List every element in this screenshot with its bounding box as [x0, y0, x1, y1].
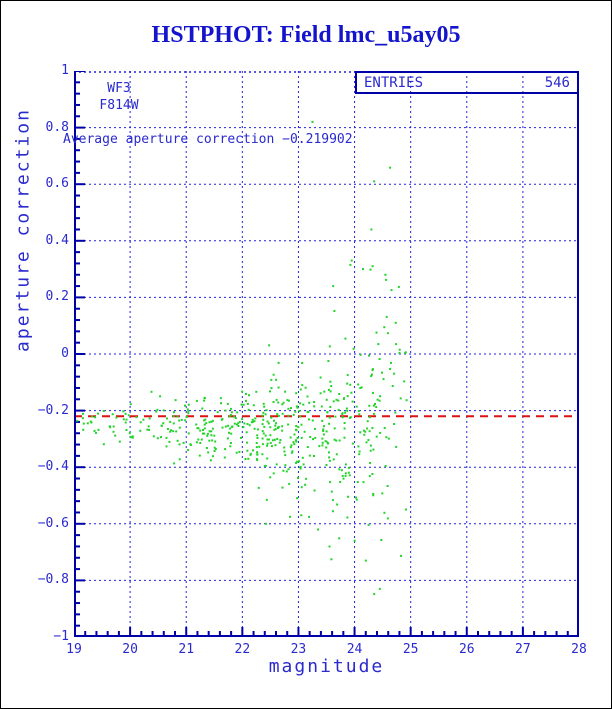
x-tick-label: 25 — [402, 642, 419, 657]
x-tick-label: 20 — [122, 642, 138, 657]
y-tick-label: −0.4 — [37, 459, 69, 475]
page-title: HSTPHOT: Field lmc_u5ay05 — [151, 22, 461, 48]
x-tick-label: 28 — [571, 642, 587, 657]
x-tick-label: 26 — [458, 642, 475, 657]
entries-box: ENTRIES 546 — [355, 71, 579, 94]
filter-label: F814W — [99, 98, 139, 113]
average-correction-annotation: Average aperture correction −0.219902 — [63, 132, 353, 147]
y-tick-label: −0.6 — [37, 515, 69, 531]
y-tick-label: −1 — [53, 629, 69, 644]
y-tick-label: −0.8 — [37, 572, 69, 588]
entries-value: 546 — [544, 74, 570, 91]
plot-area — [74, 71, 579, 637]
y-tick-label: 1 — [61, 63, 69, 78]
y-tick-label: −0.2 — [37, 402, 69, 418]
scatter-plot-canvas — [74, 71, 579, 637]
x-tick-label: 19 — [66, 642, 82, 657]
scatter-points — [76, 120, 408, 596]
x-tick-label: 23 — [290, 642, 307, 657]
x-tick-label: 24 — [346, 642, 363, 657]
x-axis-title: magnitude — [268, 656, 385, 677]
entries-label: ENTRIES — [364, 74, 424, 91]
x-tick-label: 22 — [234, 642, 251, 657]
x-tick-label: 21 — [178, 642, 195, 657]
y-axis-title: aperture correction — [12, 108, 34, 352]
x-tick-label: 27 — [515, 642, 531, 657]
camera-label: WF3 — [107, 81, 131, 96]
